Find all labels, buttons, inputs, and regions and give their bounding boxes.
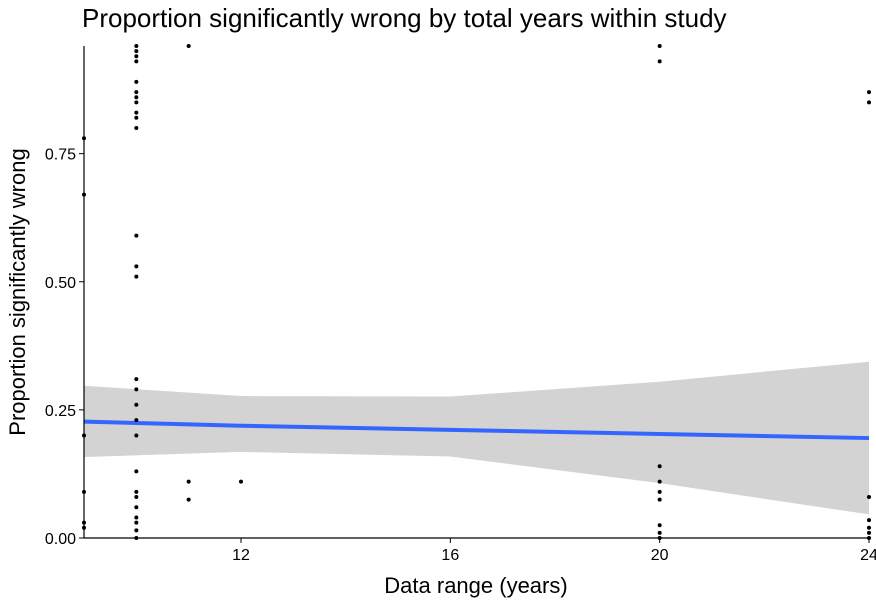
data-point [134, 274, 139, 279]
data-point [657, 489, 662, 494]
chart-title: Proportion significantly wrong by total … [82, 3, 727, 33]
data-point [134, 90, 139, 95]
data-point [186, 497, 191, 502]
data-point [134, 505, 139, 510]
smooth-line [83, 419, 870, 441]
data-point [657, 523, 662, 528]
data-point [134, 126, 139, 130]
data-point [134, 115, 139, 120]
data-point [134, 49, 139, 54]
data-point [657, 59, 662, 64]
y-tick-label: 0.50 [45, 275, 76, 292]
data-point [239, 479, 243, 484]
data-point [186, 479, 191, 484]
data-point [134, 95, 139, 100]
y-ticks-layer: 0.00 0.25 0.50 0.75 [45, 147, 84, 548]
x-axis-label: Data range (years) [384, 573, 567, 598]
data-point [134, 100, 139, 105]
data-point [867, 530, 871, 535]
y-axis-label: Proportion significantly wrong [5, 148, 30, 435]
data-point [657, 479, 662, 484]
data-point [134, 59, 139, 64]
data-point [186, 44, 191, 48]
data-point [657, 44, 662, 48]
data-point [134, 433, 139, 438]
data-point [134, 54, 139, 59]
x-tick-label: 24 [860, 547, 876, 564]
data-point [657, 464, 662, 469]
data-point [134, 520, 139, 525]
data-point [657, 497, 662, 502]
data-point [134, 377, 139, 382]
data-point [867, 525, 871, 530]
data-point [134, 79, 139, 84]
data-points-layer [82, 44, 871, 540]
confidence-band-layer [84, 361, 869, 515]
data-point [134, 233, 139, 238]
y-tick-label: 0.25 [45, 403, 76, 420]
x-tick-label: 20 [651, 547, 669, 564]
data-point [867, 90, 871, 95]
data-point [134, 44, 139, 48]
data-point [134, 469, 139, 474]
data-point [134, 489, 139, 494]
y-tick-label: 0.75 [45, 147, 76, 164]
data-point [134, 402, 139, 407]
data-point [134, 495, 139, 499]
data-point [134, 387, 139, 392]
data-point [134, 528, 139, 533]
axes-layer [83, 46, 869, 539]
confidence-band [84, 361, 869, 515]
smooth-line-layer [83, 419, 870, 441]
data-point [134, 515, 139, 520]
data-point [134, 110, 139, 115]
x-tick-label: 12 [232, 547, 250, 564]
x-ticks-layer: 12 16 20 24 [232, 538, 876, 564]
data-point [867, 518, 871, 523]
data-point [657, 530, 662, 535]
y-tick-label: 0.00 [45, 531, 76, 548]
data-point [867, 495, 871, 499]
data-point [134, 264, 139, 269]
x-tick-label: 16 [441, 547, 459, 564]
data-point [134, 418, 139, 423]
data-point [867, 100, 871, 105]
